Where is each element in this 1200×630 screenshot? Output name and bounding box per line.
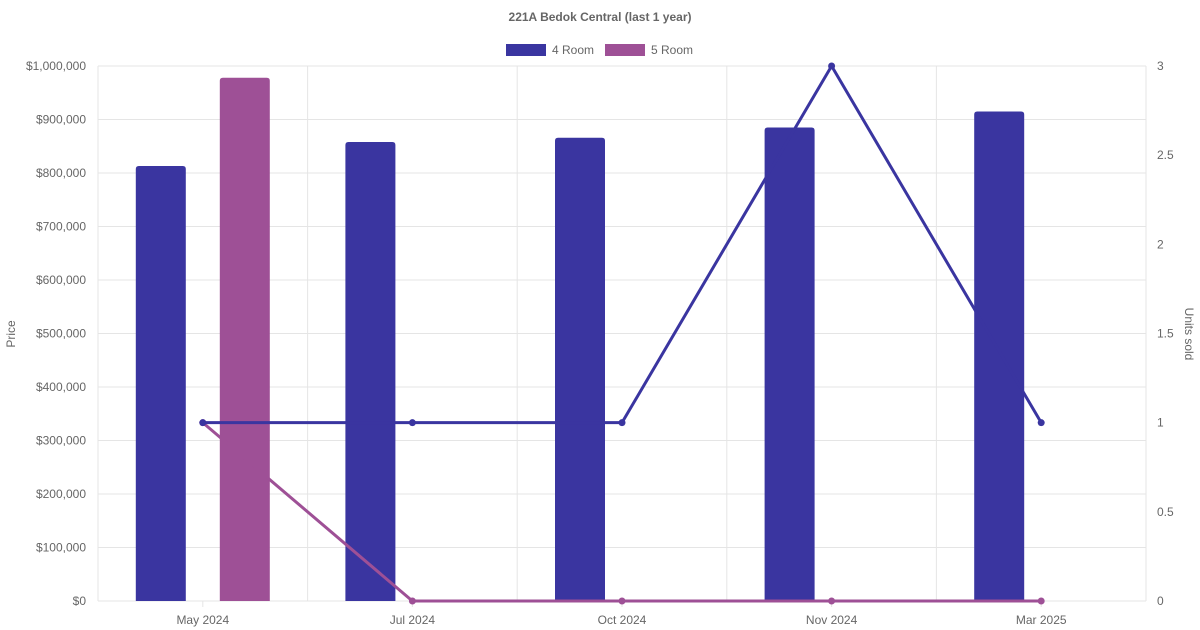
y-right-tick-label: 1 <box>1157 416 1164 430</box>
legend-swatch-4-room <box>506 44 546 56</box>
bar-4-room[interactable] <box>974 111 1025 601</box>
chart-title: 221A Bedok Central (last 1 year) <box>509 10 692 24</box>
y-left-tick-label: $500,000 <box>36 327 86 341</box>
x-tick-label: Nov 2024 <box>806 613 858 627</box>
y-right-tick-label: 0.5 <box>1157 505 1174 519</box>
units-point-5-room[interactable] <box>408 597 416 605</box>
units-point-4-room[interactable] <box>618 419 626 427</box>
y-left-tick-label: $200,000 <box>36 487 86 501</box>
y-left-axis: $0 $100,000 $200,000 $300,000 $400,000 $500,0… <box>26 59 86 608</box>
x-tick-label: Jul 2024 <box>390 613 436 627</box>
bar-4-room[interactable] <box>135 166 186 602</box>
x-tick-label: Oct 2024 <box>598 613 647 627</box>
legend-label-4-room: 4 Room <box>552 43 594 57</box>
y-left-tick-label: $100,000 <box>36 541 86 555</box>
y-left-tick-label: $700,000 <box>36 220 86 234</box>
units-point-4-room[interactable] <box>199 419 207 427</box>
bar-4-room[interactable] <box>555 137 605 601</box>
x-axis: May 2024 Jul 2024 Oct 2024 Nov 2024 Mar 2025 <box>176 601 1067 627</box>
bars <box>135 77 1025 602</box>
y-left-axis-title: Price <box>4 320 18 348</box>
legend: 4 Room 5 Room <box>506 43 693 57</box>
y-right-tick-label: 2 <box>1157 237 1164 251</box>
x-tick-label: Mar 2025 <box>1016 613 1067 627</box>
x-tick-label: May 2024 <box>176 613 229 627</box>
y-left-tick-label: $600,000 <box>36 273 86 287</box>
y-left-tick-label: $0 <box>73 594 87 608</box>
bar-4-room[interactable] <box>764 127 815 602</box>
units-point-4-room[interactable] <box>828 62 836 70</box>
y-left-tick-label: $300,000 <box>36 434 86 448</box>
y-right-axis: 0 0.5 1 1.5 2 2.5 3 <box>1157 59 1174 608</box>
units-point-5-room[interactable] <box>1037 597 1045 605</box>
y-right-tick-label: 0 <box>1157 594 1164 608</box>
legend-item-5-room[interactable]: 5 Room <box>605 43 693 57</box>
bar-5-room[interactable] <box>219 77 270 601</box>
y-right-tick-label: 2.5 <box>1157 148 1174 162</box>
y-right-axis-title: Units sold <box>1182 308 1196 361</box>
bar-4-room[interactable] <box>345 141 396 601</box>
legend-swatch-5-room <box>605 44 645 56</box>
units-point-5-room[interactable] <box>828 597 836 605</box>
units-point-4-room[interactable] <box>408 419 416 427</box>
y-left-tick-label: $1,000,000 <box>26 59 86 73</box>
y-right-tick-label: 3 <box>1157 59 1164 73</box>
y-left-tick-label: $400,000 <box>36 380 86 394</box>
legend-label-5-room: 5 Room <box>651 43 693 57</box>
y-left-tick-label: $900,000 <box>36 113 86 127</box>
units-point-5-room[interactable] <box>618 597 626 605</box>
lines <box>199 62 1045 605</box>
y-left-tick-label: $800,000 <box>36 166 86 180</box>
grid-lines <box>97 65 1147 602</box>
y-right-tick-label: 1.5 <box>1157 327 1174 341</box>
units-line-5-room <box>201 421 1043 603</box>
units-point-4-room[interactable] <box>1037 419 1045 427</box>
legend-item-4-room[interactable]: 4 Room <box>506 43 594 57</box>
